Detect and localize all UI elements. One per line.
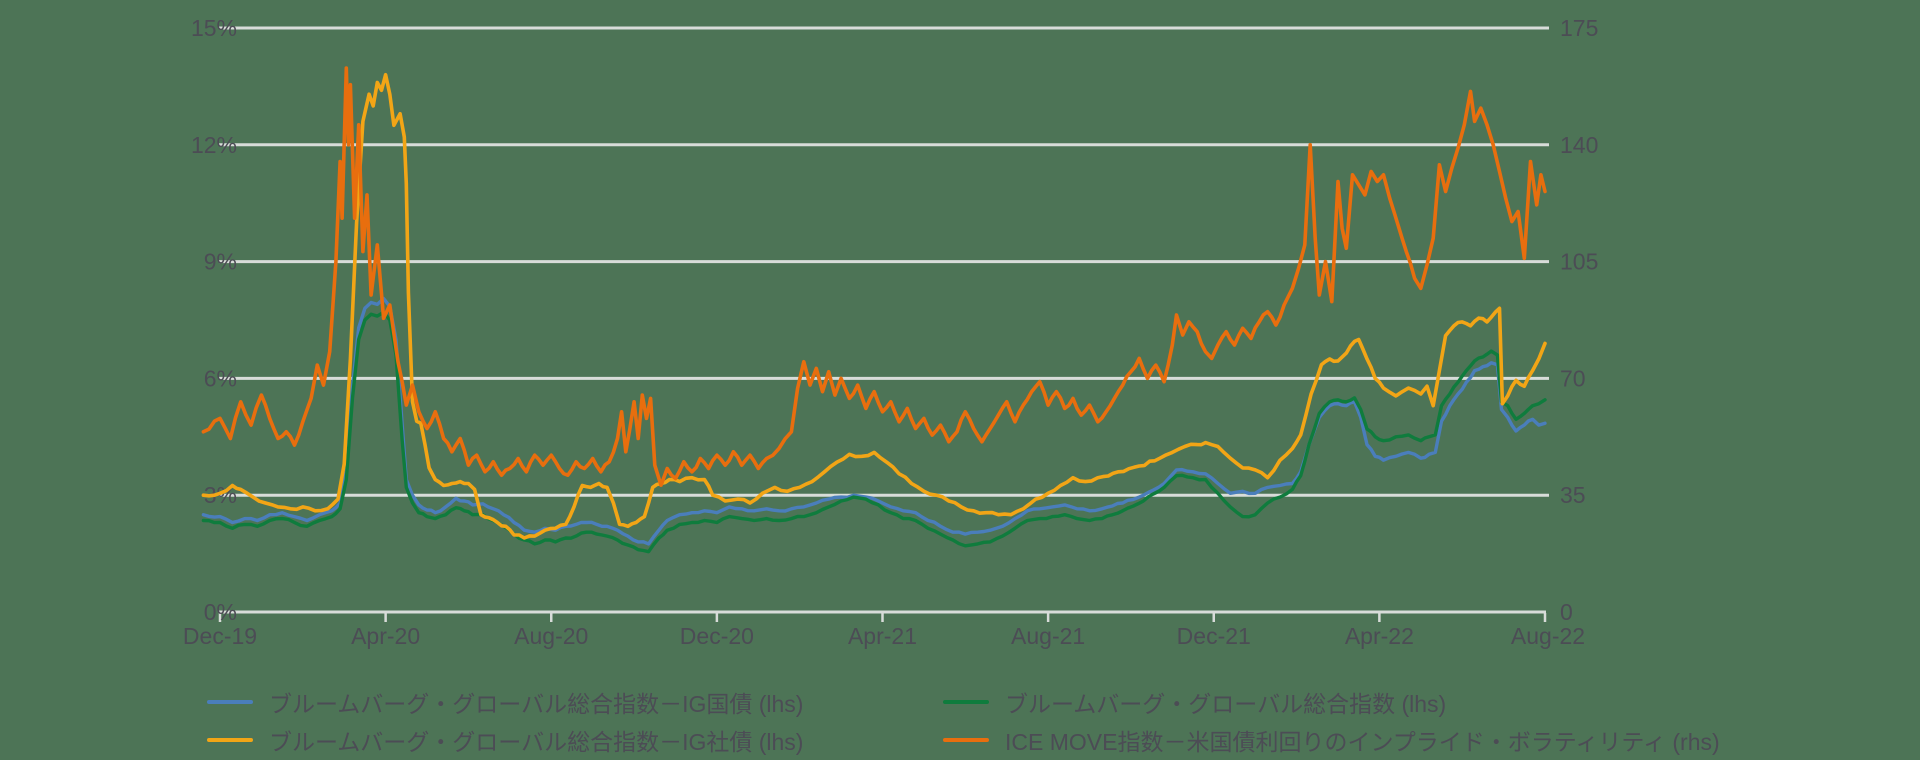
legend-swatch [943, 700, 989, 704]
x-axis-tick-label: Aug-20 [514, 623, 588, 649]
y-axis-left-label: 0% [204, 599, 237, 625]
x-axis-tick-label: Aug-21 [1011, 623, 1085, 649]
legend-item-label: ICE MOVE指数－米国債利回りのインプライド・ボラティリティ (rhs) [1005, 729, 1720, 755]
y-axis-right-label: 175 [1560, 15, 1598, 41]
series-line-ice-move-index [201, 66, 1547, 487]
legend-item: ブルームバーグ・グローバル総合指数 (lhs) [943, 689, 1446, 717]
legend-item-label: ブルームバーグ・グローバル総合指数－IG社債 (lhs) [269, 729, 804, 755]
y-axis-left-label: 15% [191, 15, 237, 41]
legend-item-label: ブルームバーグ・グローバル総合指数－IG国債 (lhs) [269, 691, 804, 717]
y-axis-right-label: 70 [1560, 365, 1586, 391]
legend-item: ブルームバーグ・グローバル総合指数－IG社債 (lhs) [207, 727, 803, 755]
x-axis-tick-label: Dec-19 [183, 623, 257, 649]
series-line-ig-corporate-bond-yield [201, 72, 1547, 540]
legend-item-label: ブルームバーグ・グローバル総合指数 (lhs) [1005, 691, 1447, 717]
legend-swatch [207, 738, 253, 742]
x-axis-tick-label: Apr-20 [351, 623, 420, 649]
y-axis-right-label: 35 [1560, 482, 1586, 508]
x-axis-tick-label: Dec-21 [1177, 623, 1251, 649]
y-axis-right-label: 105 [1560, 249, 1598, 275]
legend-swatch [207, 700, 253, 704]
legend-item: ブルームバーグ・グローバル総合指数－IG国債 (lhs) [207, 689, 803, 717]
x-axis-tick-label: Aug-22 [1511, 623, 1585, 649]
x-axis-tick-label: Apr-21 [848, 623, 917, 649]
y-axis-right-label: 140 [1560, 132, 1598, 158]
legend-swatch [943, 738, 989, 742]
legend-item: ICE MOVE指数－米国債利回りのインプライド・ボラティリティ (rhs) [943, 727, 1720, 755]
x-axis-tick-label: Apr-22 [1345, 623, 1414, 649]
y-axis-right-label: 0 [1560, 599, 1573, 625]
series-line-global-aggregate-yield [201, 310, 1547, 554]
series-line-ig-government-bond-yield [201, 296, 1547, 546]
y-axis-left-label: 9% [204, 249, 237, 275]
y-axis-left-label: 12% [191, 132, 237, 158]
x-axis-tick-label: Dec-20 [680, 623, 754, 649]
y-axis-left-label: 6% [204, 365, 237, 391]
